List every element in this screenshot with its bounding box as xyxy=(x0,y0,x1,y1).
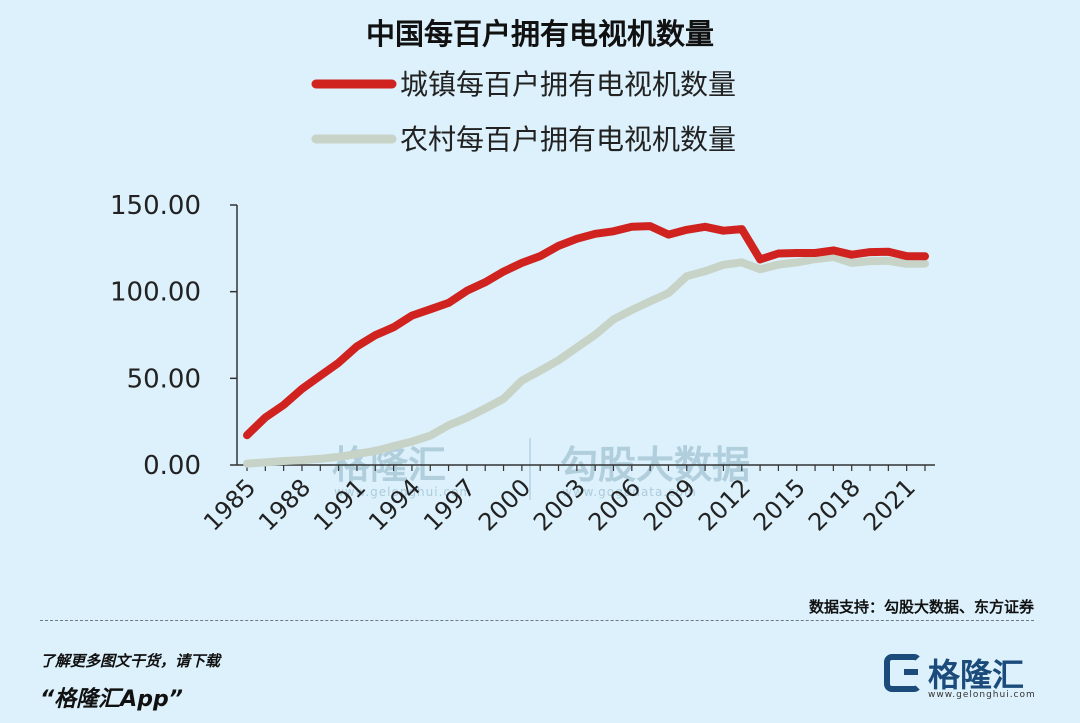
series-line-rural xyxy=(243,253,929,468)
x-tick-label: 1988 xyxy=(253,473,316,536)
chart-title: 中国每百户拥有电视机数量 xyxy=(366,17,714,51)
y-tick-label: 100.00 xyxy=(110,278,201,308)
y-tick-label: 0.00 xyxy=(143,451,201,481)
watermark-brand-url: www.gelonghui.com xyxy=(334,485,472,499)
x-tick-label: 1985 xyxy=(198,473,261,536)
series-layer xyxy=(243,222,929,468)
y-tick-label: 150.00 xyxy=(110,191,201,221)
source-note: 数据支持：勾股大数据、东方证券 xyxy=(808,598,1034,616)
x-tick-label: 2021 xyxy=(858,473,921,536)
brand-name: 格隆汇 xyxy=(928,656,1025,694)
x-tick-label: 2018 xyxy=(803,473,866,536)
series-line-urban xyxy=(243,222,929,440)
footer-divider xyxy=(40,620,1034,621)
chart: 中国每百户拥有电视机数量 城镇每百户拥有电视机数量 农村每百户拥有电视机数量 格… xyxy=(110,17,935,536)
brand-url: www.gelonghui.com xyxy=(928,690,1036,700)
footer-promo-text: 了解更多图文干货，请下载 xyxy=(40,652,221,670)
footer-app-name: “格隆汇App” xyxy=(40,687,183,712)
brand-g-icon xyxy=(884,654,922,692)
legend-label-urban: 城镇每百户拥有电视机数量 xyxy=(400,68,736,101)
x-tick-label: 2015 xyxy=(748,473,811,536)
brand-logo: 格隆汇 www.gelonghui.com xyxy=(884,650,1036,706)
legend: 城镇每百户拥有电视机数量 农村每百户拥有电视机数量 xyxy=(311,68,736,156)
legend-label-rural: 农村每百户拥有电视机数量 xyxy=(400,123,736,156)
y-tick-label: 50.00 xyxy=(127,364,201,394)
watermark-partner-url: www.gogudata.com xyxy=(562,485,697,499)
x-tick-label: 2000 xyxy=(473,473,536,536)
axes: 0.0050.00100.00150.001985198819911994199… xyxy=(110,191,935,536)
